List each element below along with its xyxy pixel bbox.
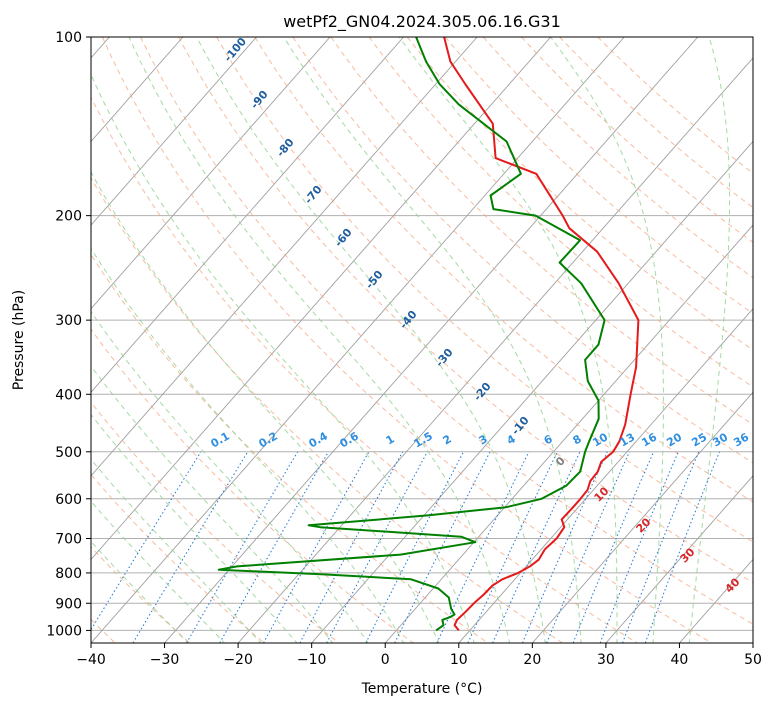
y-tick-label: 300: [55, 313, 82, 329]
y-tick-label: 100: [55, 30, 82, 46]
x-tick-label: −40: [76, 652, 106, 668]
y-tick-label: 1000: [46, 623, 82, 639]
y-tick-label: 900: [55, 596, 82, 612]
x-tick-label: 0: [381, 652, 390, 668]
y-tick-label: 400: [55, 387, 82, 403]
y-tick-label: 200: [55, 209, 82, 225]
x-tick-label: −10: [297, 652, 327, 668]
y-tick-label: 700: [55, 532, 82, 548]
x-tick-label: 50: [744, 652, 762, 668]
x-tick-label: 20: [523, 652, 541, 668]
x-tick-label: 30: [597, 652, 615, 668]
y-axis-label: Pressure (hPa): [11, 290, 27, 390]
chart-title: wetPf2_GN04.2024.305.06.16.G31: [283, 12, 561, 32]
x-tick-label: 40: [671, 652, 689, 668]
x-tick-label: 10: [450, 652, 468, 668]
x-axis-label: Temperature (°C): [361, 681, 483, 697]
y-tick-label: 600: [55, 492, 82, 508]
x-tick-label: −20: [223, 652, 253, 668]
x-tick-label: −30: [150, 652, 180, 668]
y-tick-label: 500: [55, 445, 82, 461]
y-tick-label: 800: [55, 566, 82, 582]
